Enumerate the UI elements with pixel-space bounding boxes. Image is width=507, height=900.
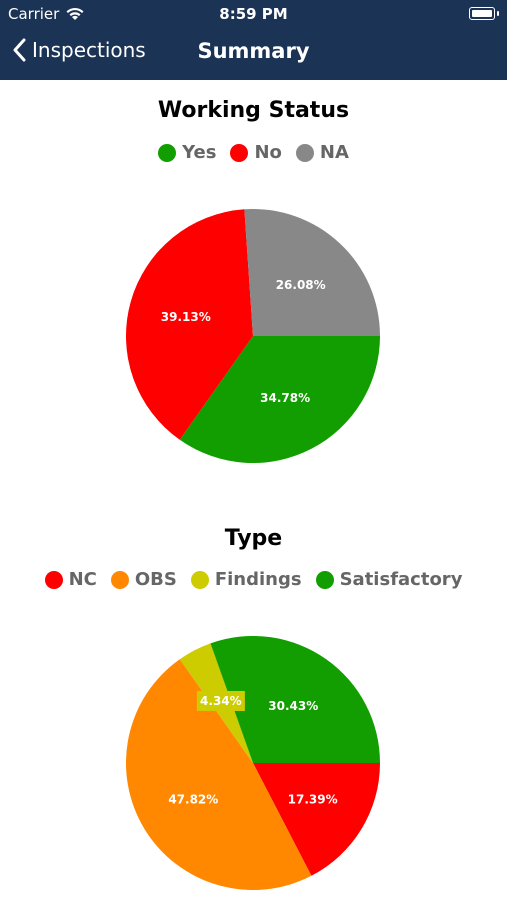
data-label-na: 26.08%: [276, 278, 326, 292]
legend-item-findings: Findings: [190, 569, 302, 590]
data-label-box-findings: [196, 690, 245, 711]
type-pie-chart: 17.39% 47.82% 4.34% 30.43%: [126, 636, 380, 890]
legend-item-yes: Yes: [158, 142, 216, 163]
data-label-yes: 34.78%: [260, 391, 310, 405]
pie-slice-yes: [179, 336, 380, 463]
navigation-header: Carrier 8:59 PM Inspections Summary: [0, 0, 507, 80]
page-title: Summary: [197, 39, 310, 63]
type-chart-title: Type: [224, 526, 283, 551]
legend-item-no: No: [230, 142, 282, 163]
data-label-nc: 17.39%: [288, 792, 338, 806]
data-label-findings: 4.34%: [200, 694, 242, 708]
carrier-indicator: Carrier: [8, 5, 85, 23]
back-button[interactable]: Inspections: [12, 38, 146, 62]
legend-item-satisfactory: Satisfactory: [315, 569, 463, 590]
legend-label-findings: Findings: [214, 569, 302, 590]
wifi-icon: [66, 7, 84, 20]
clock: 8:59 PM: [219, 5, 288, 23]
legend-swatch-no: [230, 143, 249, 162]
legend-swatch-na: [295, 143, 314, 162]
legend-swatch-yes: [158, 143, 177, 162]
data-label-no: 39.13%: [161, 310, 211, 324]
legend-item-nc: NC: [44, 569, 97, 590]
working-status-pie-chart: 34.78% 39.13% 26.08%: [126, 209, 380, 463]
chevron-left-icon: [13, 38, 26, 62]
back-button-label: Inspections: [32, 38, 146, 62]
pie-slice-nc: [253, 763, 380, 876]
pie-slice-na: [244, 209, 380, 336]
legend-item-na: NA: [295, 142, 349, 163]
nav-bar: Inspections Summary: [0, 28, 507, 80]
pie-slice-obs: [126, 659, 312, 890]
legend-item-obs: OBS: [110, 569, 177, 590]
legend-label-obs: OBS: [134, 569, 177, 590]
working-status-chart-title: Working Status: [157, 98, 350, 123]
legend-swatch-nc: [44, 570, 63, 589]
data-label-satisfactory: 30.43%: [268, 699, 318, 713]
working-status-legend: Yes No NA: [0, 142, 507, 163]
carrier-label: Carrier: [8, 5, 60, 23]
battery-icon: [469, 7, 499, 20]
pie-slice-satisfactory: [210, 636, 380, 763]
legend-label-nc: NC: [68, 569, 97, 590]
legend-swatch-findings: [190, 570, 209, 589]
legend-label-no: No: [254, 142, 282, 163]
status-bar: Carrier 8:59 PM: [0, 0, 507, 28]
legend-swatch-satisfactory: [315, 570, 334, 589]
data-label-obs: 47.82%: [168, 792, 218, 806]
pie-slice-no: [126, 209, 253, 440]
legend-swatch-obs: [110, 570, 129, 589]
legend-label-na: NA: [319, 142, 349, 163]
type-legend: NC OBS Findings Satisfactory: [0, 569, 507, 590]
legend-label-satisfactory: Satisfactory: [339, 569, 463, 590]
legend-label-yes: Yes: [182, 142, 217, 163]
